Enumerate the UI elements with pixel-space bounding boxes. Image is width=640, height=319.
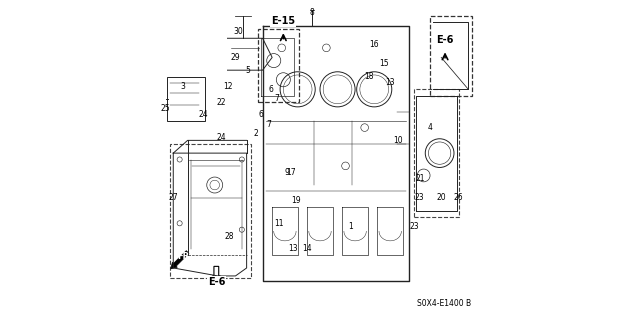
Text: E-15: E-15 [271,16,296,26]
Text: 20: 20 [436,193,446,202]
Text: 14: 14 [303,244,312,253]
Text: 17: 17 [287,168,296,177]
FancyArrow shape [171,251,189,269]
Text: 26: 26 [454,193,463,202]
Text: 2: 2 [254,130,259,138]
Text: 13: 13 [288,244,298,253]
Text: 12: 12 [223,82,232,91]
FancyArrow shape [212,266,220,281]
Text: 7: 7 [266,120,271,129]
Text: 10: 10 [394,136,403,145]
Bar [414,89,459,217]
Text: 5: 5 [246,66,251,75]
Text: 6: 6 [268,85,273,94]
Text: 9: 9 [284,168,289,177]
Bar [167,77,205,121]
Text: E-6: E-6 [207,277,225,287]
Text: 24: 24 [216,133,226,142]
Text: 25: 25 [161,104,170,113]
Text: 8: 8 [310,8,314,17]
Text: 18: 18 [365,72,374,81]
Text: 6: 6 [259,110,264,119]
Text: 23: 23 [410,222,419,231]
Bar [258,29,300,102]
Text: 29: 29 [230,53,240,62]
Text: 21: 21 [416,174,425,183]
Text: E-6: E-6 [436,35,454,45]
Text: FR.: FR. [178,252,193,261]
Text: 28: 28 [225,232,234,241]
Text: 13: 13 [385,78,395,87]
Text: 22: 22 [216,98,226,107]
Text: 24: 24 [199,110,209,119]
Text: 16: 16 [369,40,379,49]
Text: 27: 27 [168,193,178,202]
Text: 1: 1 [348,222,353,231]
Text: 4: 4 [428,123,433,132]
Text: 15: 15 [379,59,388,68]
Text: 11: 11 [274,219,284,228]
Text: 19: 19 [291,197,301,205]
Text: S0X4-E1400 B: S0X4-E1400 B [417,299,472,308]
Text: 30: 30 [234,27,244,36]
Text: 23: 23 [414,193,424,202]
Text: 3: 3 [180,82,185,91]
Bar [170,144,252,278]
Bar [430,16,472,96]
Text: 7: 7 [275,94,280,103]
